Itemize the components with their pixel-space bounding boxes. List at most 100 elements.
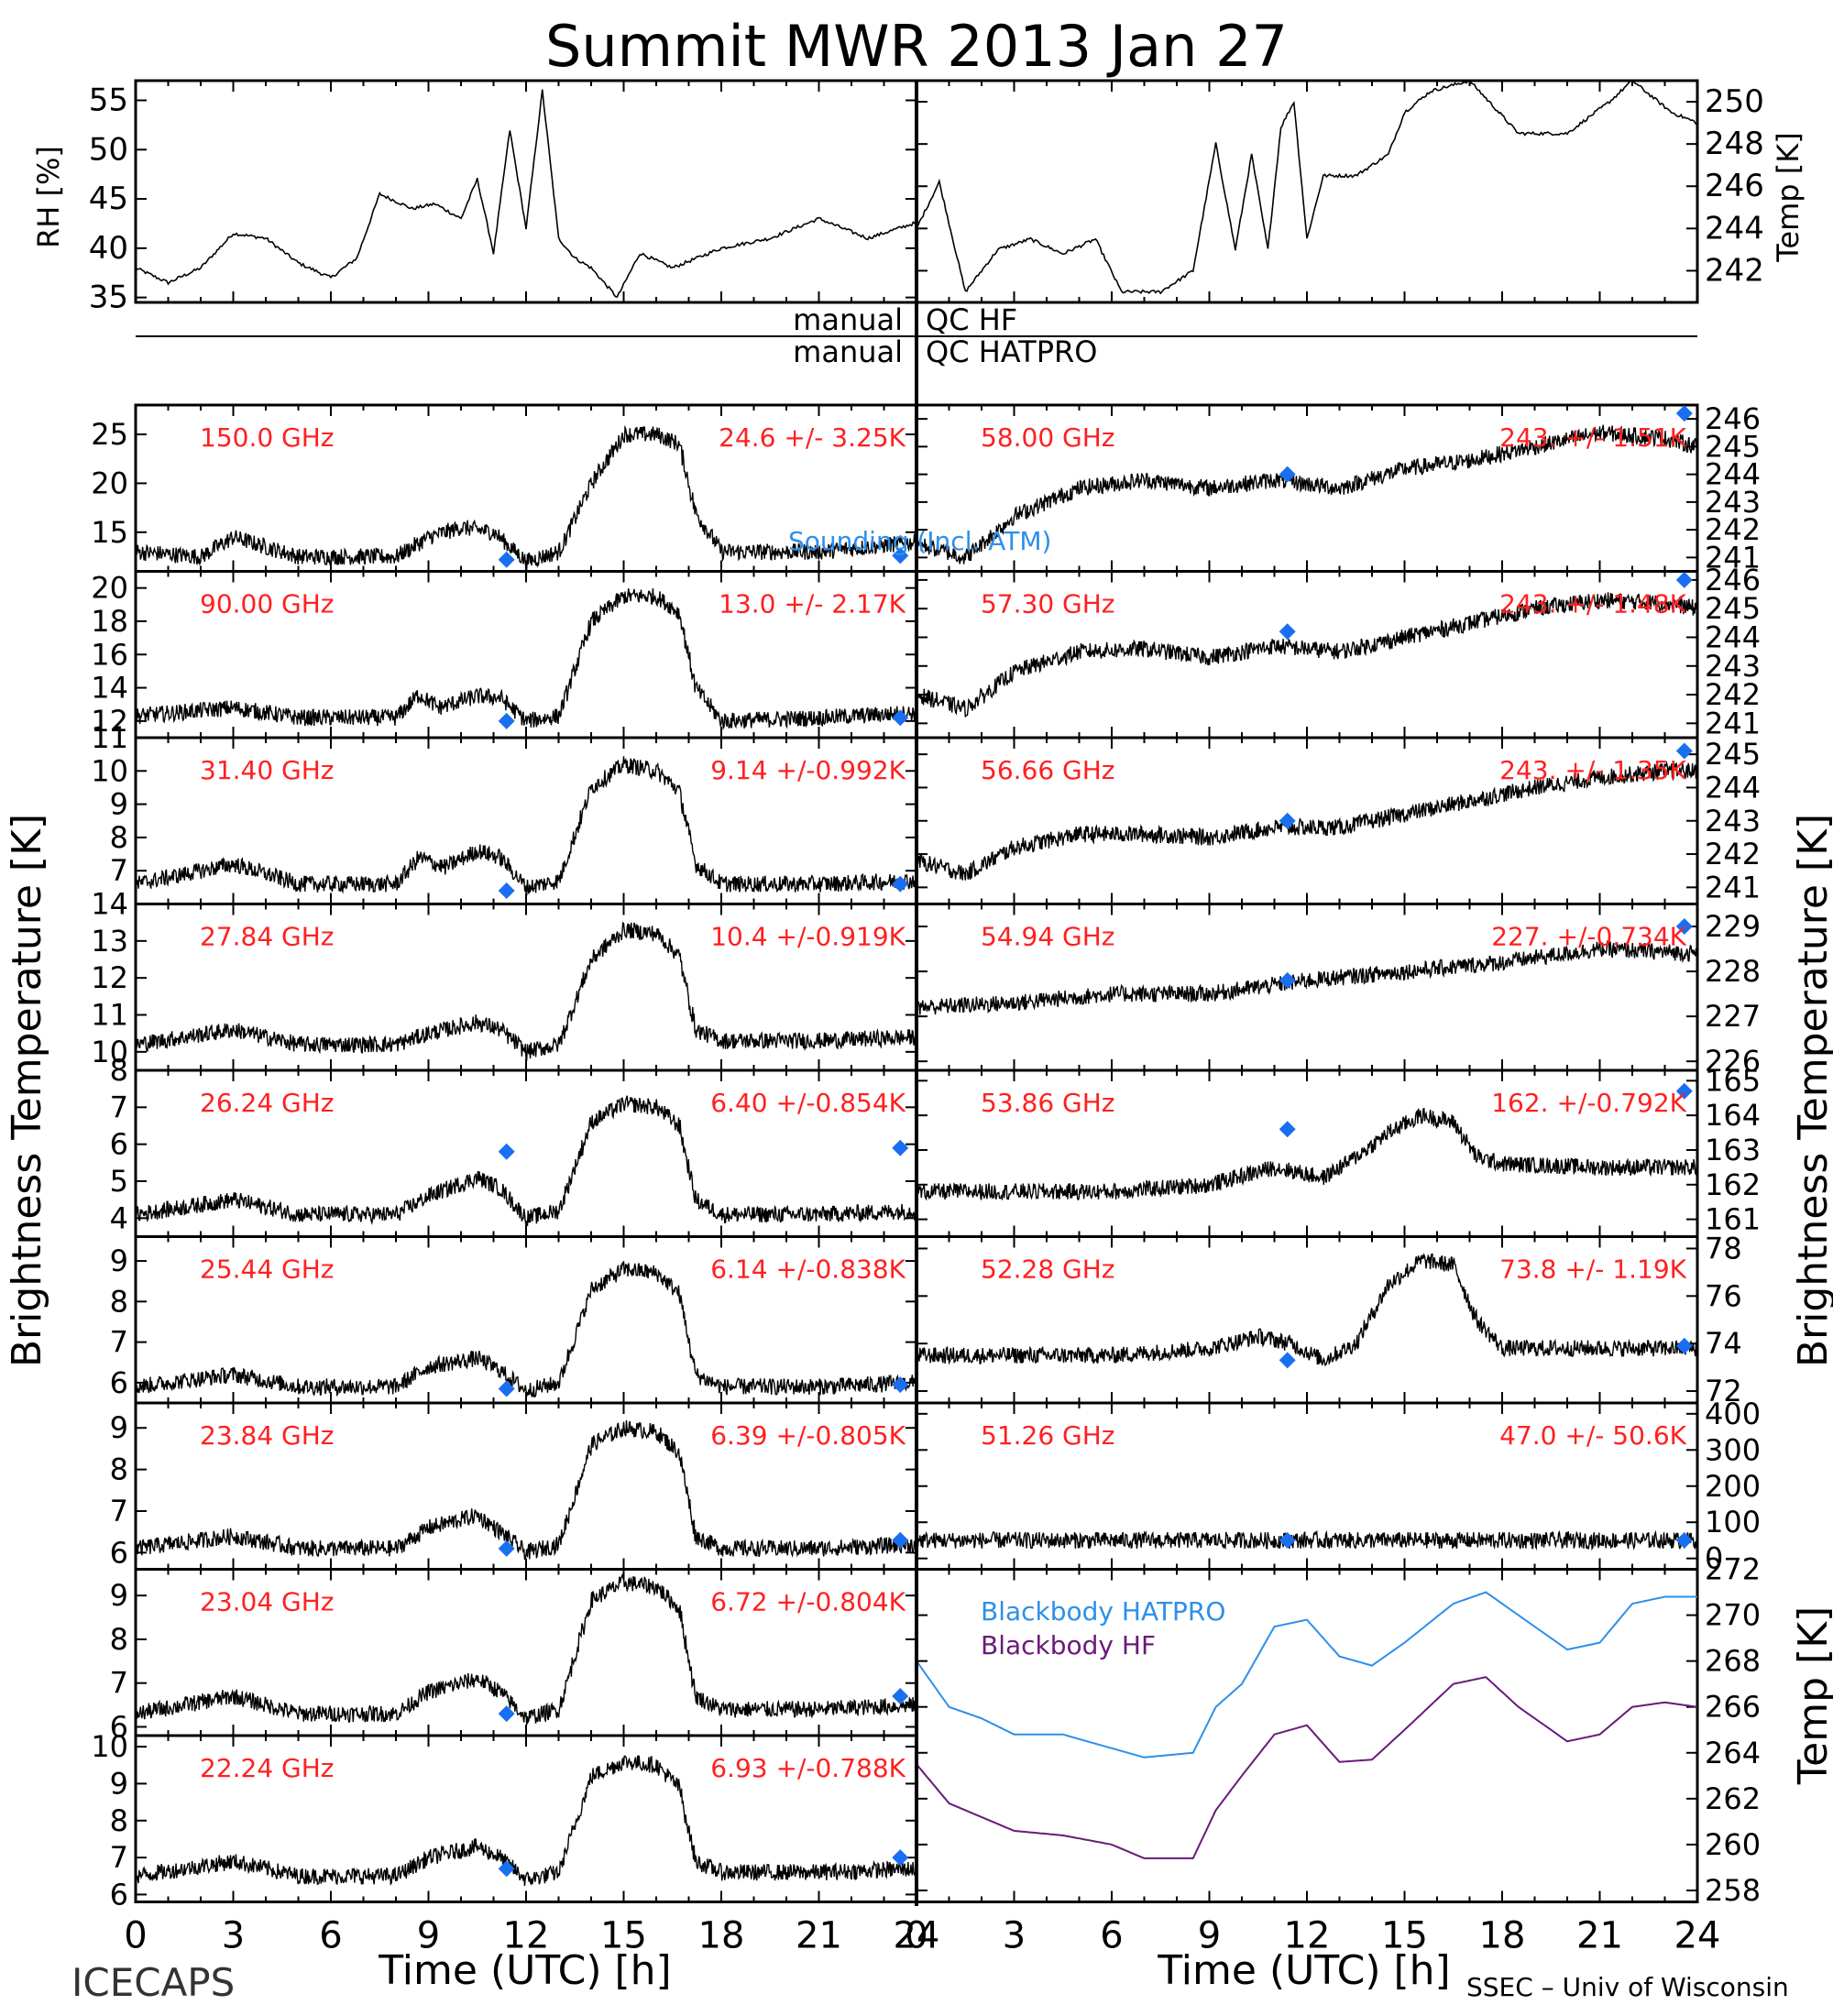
channel-stat: 47.0 +/- 50.6K [1499, 1420, 1686, 1451]
rh-panel: 35 40 45 50 55 [89, 79, 918, 316]
channel-stat: 6.93 +/-0.788K [710, 1753, 906, 1783]
y-tick-label: 228 [1705, 954, 1761, 989]
y-tick-label: 244 [1705, 210, 1764, 247]
y-tick-label: 226 [1705, 1044, 1761, 1079]
channel-stat: 73.8 +/- 1.19K [1499, 1255, 1686, 1285]
y-tick-label: 165 [1705, 1063, 1761, 1098]
sounding-diamond [892, 875, 909, 893]
sounding-diamond [1675, 918, 1693, 936]
sounding-diamond [892, 1139, 909, 1156]
y-tick-label: 244 [1705, 619, 1761, 654]
y-tick-label: 270 [1705, 1598, 1761, 1633]
x-axis-left: 0 3 6 9 12 15 18 21 24 [124, 1915, 939, 1957]
channel-trace [136, 1572, 916, 1726]
channel-label: 25.44 GHz [200, 1255, 335, 1285]
channel-trace [916, 424, 1697, 564]
x-tick-label: 3 [1003, 1915, 1026, 1957]
y-tick-label: 264 [1705, 1736, 1761, 1770]
y-tick-label: 12 [91, 704, 128, 739]
sounding-diamond [1279, 1121, 1296, 1138]
channel-stat: 243. +/- 1.51K [1499, 422, 1686, 453]
channel-panel: 6 7 8 9 23.84 GHz 6.39 +/-0.805K [110, 1401, 918, 1571]
xlabel-left: Time (UTC) [h] [378, 1947, 671, 1994]
y-tick-label: 7 [110, 1494, 128, 1528]
y-tick-label: 164 [1705, 1098, 1761, 1133]
footer-right: SSEC – Univ of Wisconsin [1466, 1972, 1789, 2002]
sounding-diamond [892, 709, 909, 727]
channel-stat: 6.72 +/-0.804K [710, 1587, 906, 1617]
y-tick-label: 245 [1705, 591, 1761, 626]
y-tick-label: 9 [110, 1244, 128, 1278]
channel-trace [916, 1108, 1697, 1201]
y-tick-label: 18 [91, 604, 128, 639]
y-tick-label: 248 [1705, 126, 1764, 162]
y-tick-label: 163 [1705, 1133, 1761, 1167]
y-tick-label: 241 [1705, 870, 1761, 904]
channel-trace [136, 1261, 916, 1398]
y-tick-label: 162 [1705, 1167, 1761, 1202]
panel-frame [134, 79, 918, 304]
channel-trace [916, 592, 1697, 718]
y-tick-label: 15 [91, 515, 128, 550]
y-tick-label: 243 [1705, 804, 1761, 838]
x-tick-label: 3 [222, 1915, 245, 1957]
y-tick-label: 11 [91, 720, 128, 755]
footer-left: ICECAPS [71, 1960, 235, 2005]
sounding-diamond [1675, 1531, 1693, 1549]
y-tick-label: 7 [110, 1840, 128, 1875]
y-tick-label: 246 [1705, 401, 1761, 436]
y-tick-label: 100 [1705, 1505, 1761, 1539]
channel-trace [136, 921, 916, 1061]
channel-label: 52.28 GHz [981, 1255, 1115, 1285]
y-tick-label: 14 [91, 887, 128, 922]
channel-trace [136, 1095, 916, 1227]
sounding-diamond [1675, 405, 1693, 422]
y-tick-label: 76 [1705, 1278, 1742, 1313]
channel-panel: 6 7 8 9 23.04 GHz 6.72 +/-0.804K [110, 1568, 918, 1744]
x-tick-label: 15 [600, 1915, 647, 1957]
sounding-diamond [1279, 1352, 1296, 1369]
channel-stat: 9.14 +/-0.992K [710, 755, 906, 785]
y-tick-label: 20 [91, 466, 128, 500]
channel-stat: 243. +/- 1.35K [1499, 755, 1686, 785]
y-tick-label: 6 [110, 1709, 128, 1744]
ylabel-right-mid: Brightness Temperature [K] [1790, 814, 1833, 1367]
y-tick-label: 8 [110, 1803, 128, 1838]
xlabel-right: Time (UTC) [h] [1157, 1947, 1450, 1994]
channel-panel: 72 74 76 78 52.28 GHz 73.8 +/- 1.19K [915, 1231, 1742, 1408]
blackbody-panel: 258 260 262 264 266 268 270 272 [915, 1552, 1761, 1908]
channel-label: 53.86 GHz [981, 1088, 1115, 1118]
channel-stat: 227. +/-0.734K [1491, 922, 1686, 952]
y-tick-label: 244 [1705, 770, 1761, 805]
channel-label: 26.24 GHz [200, 1088, 335, 1118]
channel-label: 23.84 GHz [200, 1420, 335, 1451]
y-tick-label: 272 [1705, 1552, 1761, 1587]
channel-label: 56.66 GHz [981, 755, 1115, 785]
y-tick-label: 25 [91, 417, 128, 452]
sounding-diamond [1675, 742, 1693, 760]
y-tick-label: 8 [110, 1284, 128, 1319]
y-tick-label: 10 [91, 1035, 128, 1069]
channel-label: 22.24 GHz [200, 1753, 335, 1783]
qc-row2-left: manual [793, 334, 903, 369]
channel-stat: 24.6 +/- 3.25K [719, 422, 906, 453]
sounding-diamond [1279, 623, 1296, 641]
channel-panel: 226 227 228 229 54.94 GHz 227. +/-0.734K [915, 903, 1761, 1079]
sounding-diamond [1279, 466, 1296, 483]
channel-label: 51.26 GHz [981, 1420, 1115, 1451]
y-tick-label: 0 [1705, 1541, 1723, 1576]
channel-label: 90.00 GHz [200, 589, 335, 619]
channel-trace [916, 761, 1697, 881]
y-tick-label: 6 [110, 1365, 128, 1400]
y-tick-label: 9 [110, 787, 128, 822]
y-tick-label: 35 [89, 279, 128, 316]
x-tick-label: 6 [319, 1915, 342, 1957]
ylabel-rh: RH [%] [31, 146, 66, 248]
y-tick-label: 5 [110, 1164, 128, 1199]
y-tick-label: 245 [1705, 737, 1761, 772]
sounding-diamond [498, 712, 515, 729]
